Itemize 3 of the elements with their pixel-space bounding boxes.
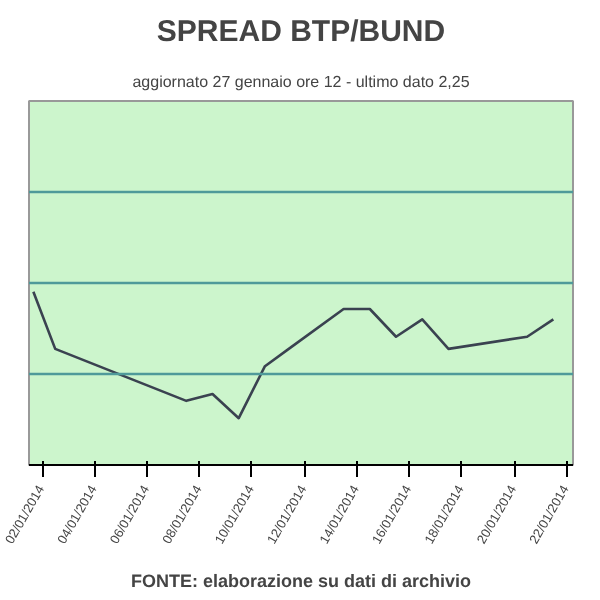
chart-title: SPREAD BTP/BUND: [156, 15, 446, 49]
source-note: FONTE: elaborazione su dati di archivio: [130, 571, 473, 591]
chart-subtitle: aggiornato 27 gennaio ore 12 - ultimo dato 2,25: [132, 73, 471, 91]
